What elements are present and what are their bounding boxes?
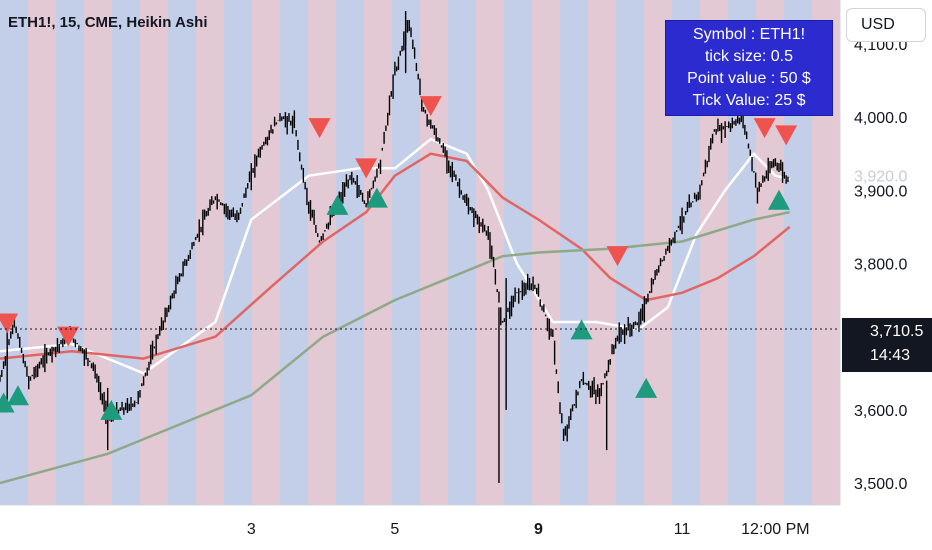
candles bbox=[0, 10, 789, 484]
session-band bbox=[420, 0, 449, 505]
session-band bbox=[364, 0, 393, 505]
info-line: Symbol : ETH1! bbox=[692, 26, 806, 43]
session-band bbox=[140, 0, 169, 505]
sell-signal-arrow bbox=[606, 246, 629, 267]
session-band bbox=[224, 0, 253, 505]
sell-signal-arrow bbox=[419, 96, 442, 117]
sell-signal-arrow bbox=[57, 326, 80, 347]
sell-signal-arrow bbox=[308, 118, 331, 139]
info-line: Tick Value: 25 $ bbox=[692, 92, 806, 109]
session-band bbox=[448, 0, 477, 505]
sell-signal-arrow bbox=[0, 313, 19, 334]
sell-signal-arrow bbox=[753, 118, 776, 139]
buy-signal-arrow bbox=[0, 392, 15, 413]
price-tick-label: 3,800.0 bbox=[854, 256, 907, 273]
red-ma-line bbox=[0, 152, 791, 360]
ghost-price-label: 3,920.0 bbox=[854, 169, 907, 186]
info-line: Point value : 50 $ bbox=[687, 70, 811, 87]
currency-button[interactable]: USD bbox=[846, 8, 926, 42]
sell-signal-arrow bbox=[775, 125, 798, 146]
price-axis: 3,500.03,600.03,800.03,900.04,000.04,100… bbox=[854, 37, 907, 493]
session-band bbox=[392, 0, 421, 505]
session-band bbox=[168, 0, 197, 505]
signals bbox=[0, 96, 798, 420]
sell-signal-arrow bbox=[355, 158, 378, 179]
time-tick-label: 12:00 PM bbox=[741, 521, 809, 538]
info-box: Symbol : ETH1! tick size: 0.5 Point valu… bbox=[665, 20, 833, 116]
symbol-title: ETH1!, 15, CME, Heikin Ashi bbox=[8, 14, 208, 31]
session-band bbox=[112, 0, 141, 505]
buy-signal-arrow bbox=[100, 399, 123, 420]
moving-averages bbox=[0, 137, 791, 485]
session-band bbox=[280, 0, 309, 505]
bar-countdown: 14:43 bbox=[870, 347, 911, 364]
session-band bbox=[28, 0, 57, 505]
time-tick-label: 11 bbox=[674, 521, 691, 538]
green-ma-line bbox=[0, 210, 790, 485]
session-band bbox=[252, 0, 281, 505]
buy-signal-arrow bbox=[767, 189, 790, 210]
price-tick-label: 3,600.0 bbox=[854, 403, 907, 420]
price-tick-label: 4,000.0 bbox=[854, 110, 907, 127]
info-line: tick size: 0.5 bbox=[704, 48, 794, 65]
white-ma-line bbox=[0, 137, 791, 375]
session-bands bbox=[0, 0, 841, 505]
buy-signal-arrow bbox=[365, 187, 388, 208]
price-tick-label: 3,900.0 bbox=[854, 183, 907, 200]
price-tick-label: 3,500.0 bbox=[854, 476, 907, 493]
session-band bbox=[308, 0, 337, 505]
buy-signal-arrow bbox=[635, 377, 658, 398]
time-axis: 3 5 9 11 12:00 PM bbox=[247, 521, 810, 538]
time-tick-label: 5 bbox=[390, 521, 399, 538]
session-band bbox=[336, 0, 365, 505]
session-band bbox=[0, 0, 29, 505]
time-tick-label: 9 bbox=[534, 521, 543, 538]
buy-signal-arrow bbox=[326, 194, 349, 215]
session-band bbox=[196, 0, 225, 505]
buy-signal-arrow bbox=[6, 385, 29, 406]
last-price-tag: 3,710.5 14:43 bbox=[842, 318, 932, 372]
time-tick-label: 3 bbox=[247, 521, 256, 538]
session-band bbox=[56, 0, 85, 505]
last-price: 3,710.5 bbox=[870, 323, 924, 340]
